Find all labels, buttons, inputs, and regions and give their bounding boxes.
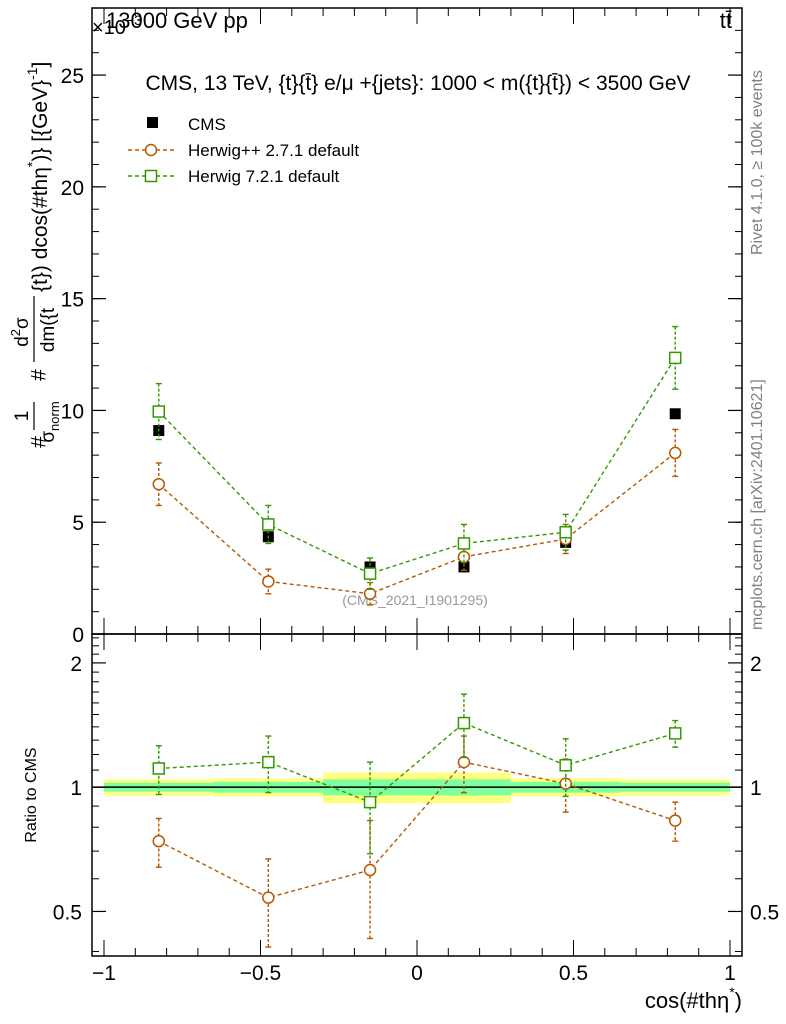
process-label: tt̄ (720, 8, 732, 33)
legend: CMS Herwig++ 2.7.1 default Herwig 7.2.1 … (128, 115, 359, 186)
legend-label-herwigpp: Herwig++ 2.7.1 default (188, 141, 359, 160)
rivet-label: Rivet 4.1.0, ≥ 100k events (749, 70, 766, 255)
legend-marker-herwig7 (144, 169, 158, 183)
point-herwig7 (363, 567, 377, 580)
ratio-line-herwig7 (158, 722, 676, 803)
point-cms (669, 408, 681, 420)
point-cms (458, 561, 470, 573)
svg-text:d2σ: d2σ (8, 317, 33, 347)
ratio-point-herwig7 (668, 727, 682, 740)
x-tick-label: −1 (92, 962, 116, 985)
legend-label-herwig7: Herwig 7.2.1 default (188, 167, 339, 186)
main-marks (152, 325, 682, 606)
point-herwig7 (668, 351, 682, 365)
svg-text:σnorm: σnorm (38, 401, 62, 442)
y-multiplier: ×10−3 (92, 12, 142, 39)
point-herwigpp (262, 575, 275, 588)
main-ticks: 0 5 10 15 20 25 (61, 8, 742, 647)
svg-text:{t}) dcos(#thη*)} [{GeV}-1]: {t}) dcos(#thη*)} [{GeV}-1] (24, 62, 52, 292)
legend-marker-cms (147, 117, 158, 128)
ratio-y-tick-label-right: 2 (750, 653, 762, 676)
line-herwig7 (158, 357, 676, 575)
point-herwig7 (457, 537, 471, 550)
ratio-y-tick-label-right: 1 (750, 777, 762, 800)
analysis-watermark: (CMS_2021_I1901295) (342, 592, 488, 608)
point-herwig7 (262, 518, 275, 531)
ratio-point-herwig7 (559, 759, 572, 772)
point-herwigpp (152, 477, 166, 491)
x-tick-label: 0 (411, 962, 423, 985)
svg-text:#: # (28, 436, 51, 448)
x-tick-label: 1 (724, 962, 736, 985)
main-frame (91, 7, 743, 635)
mcplots-label: mcplots.cern.ch [arXiv:2401.10621] (749, 379, 766, 630)
main-y-tick-label: 25 (61, 65, 84, 88)
energy-label: 13000 GeV pp (106, 8, 248, 33)
x-tick-label: 0.5 (559, 962, 588, 985)
ratio-point-herwigpp (152, 834, 166, 848)
x-axis-label: cos(#thη*) (645, 984, 742, 1013)
ratio-y-tick-label-right: 0.5 (750, 901, 779, 924)
svg-text:dm({t: dm({t (38, 307, 59, 352)
plot-title: CMS, 13 TeV, {t}{t̄} e/μ +{jets}: 1000 <… (145, 72, 690, 95)
ratio-point-herwig7 (152, 762, 166, 775)
ratio-point-herwigpp (363, 863, 377, 877)
main-y-tick-label: 20 (61, 177, 84, 200)
legend-marker-herwigpp (144, 143, 158, 157)
main-y-tick-label: 5 (72, 512, 84, 535)
ratio-marks (152, 693, 682, 948)
y-axis-label: # 1 σnorm # d2σ dm({t {t}) dcos(#thη*)} … (8, 62, 62, 448)
point-herwig7 (152, 405, 166, 418)
legend-label-cms: CMS (188, 115, 226, 134)
ratio-ticks: 0.5 0.5 1 1 2 2 −1 −0.5 0 0.5 1 (53, 634, 779, 985)
main-panel: CMS, 13 TeV, {t}{t̄} e/μ +{jets}: 1000 <… (8, 7, 743, 647)
main-y-tick-label: 0 (72, 624, 84, 647)
point-herwigpp (668, 446, 682, 460)
ratio-frame (91, 633, 743, 957)
svg-text:#: # (28, 369, 51, 381)
x-tick-label: −0.5 (240, 962, 281, 985)
ratio-panel: 0.5 0.5 1 1 2 2 −1 −0.5 0 0.5 1 Ratio to CMS cos(#… (23, 633, 779, 1013)
ratio-y-label: Ratio to CMS (23, 747, 40, 842)
main-y-tick-label: 10 (61, 400, 84, 423)
ratio-point-herwigpp (457, 755, 471, 769)
main-y-tick-label: 15 (61, 289, 84, 312)
ratio-y-tick-label: 2 (70, 653, 82, 676)
ratio-point-herwigpp (668, 814, 682, 827)
ratio-y-tick-label: 0.5 (53, 901, 82, 924)
ratio-y-tick-label: 1 (70, 777, 82, 800)
line-herwigpp (158, 452, 676, 595)
ratio-point-herwig7 (363, 795, 377, 809)
point-cms (364, 561, 376, 573)
ratio-point-herwigpp (262, 891, 275, 904)
ratio-point-herwig7 (262, 755, 275, 769)
ratio-point-herwig7 (457, 716, 471, 730)
svg-text:1: 1 (12, 411, 33, 422)
point-herwig7 (559, 526, 572, 539)
